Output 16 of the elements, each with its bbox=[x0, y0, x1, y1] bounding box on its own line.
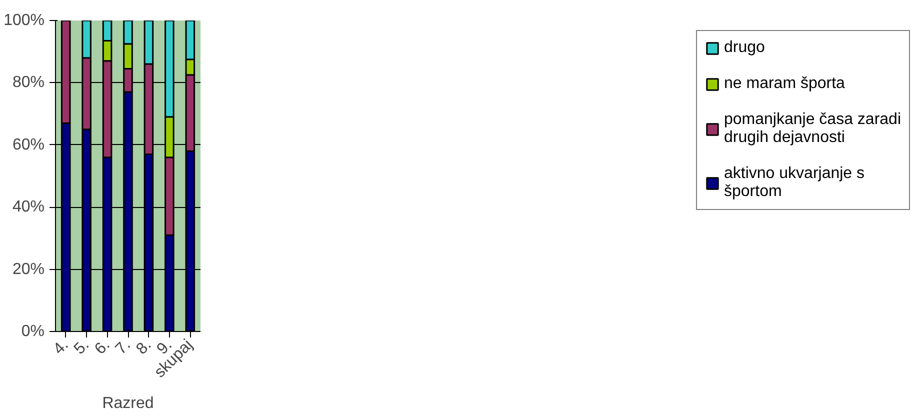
legend-label: ne maram športa bbox=[724, 75, 845, 93]
legend-label: drugo bbox=[724, 39, 765, 57]
x-tick-label: 8. bbox=[133, 336, 155, 358]
y-tick-label: 20% bbox=[12, 260, 45, 278]
y-tick-label: 60% bbox=[12, 136, 45, 154]
legend-label: pomanjkanje časa zaradi drugih dejavnosti bbox=[724, 111, 901, 147]
x-tick-label: 4. bbox=[50, 336, 72, 358]
x-axis-title: Razred bbox=[102, 395, 154, 412]
x-tick-label: 6. bbox=[92, 336, 114, 358]
x-tick-label: 7. bbox=[112, 336, 134, 358]
x-tick-label: 5. bbox=[71, 336, 93, 358]
y-tick-label: 40% bbox=[12, 198, 45, 216]
legend-label: aktivno ukvarjanje s športom bbox=[724, 165, 865, 201]
y-tick-label: 100% bbox=[4, 12, 44, 29]
y-tick-label: 0% bbox=[21, 323, 44, 340]
y-tick-label: 80% bbox=[12, 74, 45, 92]
